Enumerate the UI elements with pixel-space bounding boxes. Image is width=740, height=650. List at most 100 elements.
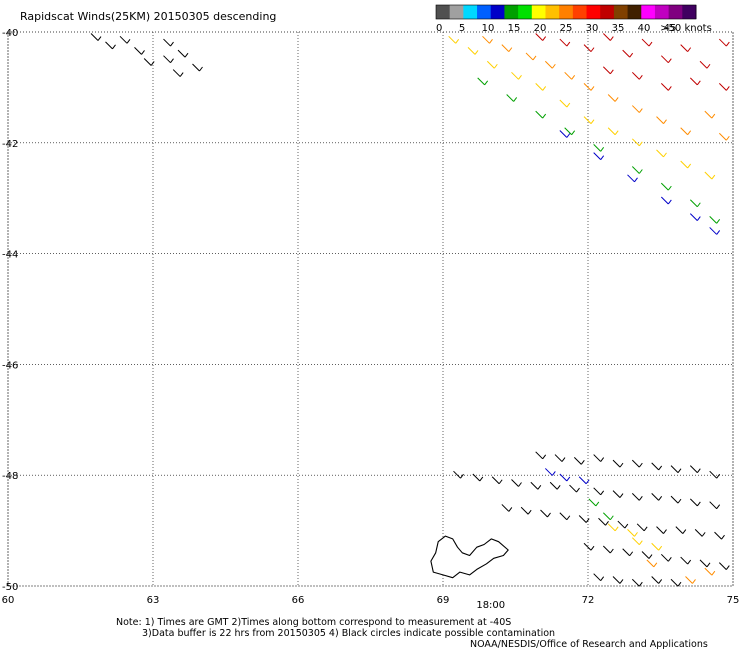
wind-barb [631, 537, 643, 546]
wind-barb [670, 578, 682, 587]
wind-barb [544, 468, 556, 476]
wind-barb [709, 501, 721, 510]
wind-barb [540, 509, 551, 518]
wind-barb [680, 160, 692, 169]
wind-barb [119, 35, 131, 44]
chart-title: Rapidscat Winds(25KM) 20150305 descendin… [20, 10, 276, 23]
wind-barb [689, 498, 701, 507]
wind-barb [627, 529, 638, 537]
legend-tick-label: 20 [534, 23, 547, 34]
legend-swatch [518, 5, 533, 19]
wind-barb [535, 451, 547, 460]
wind-barb [482, 35, 493, 44]
x-tick-label: 60 [2, 595, 15, 606]
wind-barb [699, 559, 711, 568]
wind-barb [578, 515, 590, 523]
wind-barb [680, 556, 692, 565]
wind-barb [689, 213, 701, 221]
plot-frame [7, 31, 734, 587]
legend-tick-label: 25 [560, 23, 573, 34]
wind-barb [656, 116, 667, 124]
wind-barb [578, 476, 590, 485]
wind-barb [593, 573, 605, 582]
wind-barb [530, 481, 542, 490]
wind-barb [699, 60, 711, 69]
wind-barb [602, 545, 614, 554]
wind-barb [192, 63, 203, 72]
legend-swatch [504, 5, 519, 19]
legend-swatch [600, 5, 615, 19]
wind-barb [651, 576, 663, 584]
wind-barb [646, 559, 658, 568]
axis-tick-labels: 60 63 66 69 72 75 -40 -42 -44 -46 -48 -50 [2, 28, 740, 606]
legend-swatch [668, 5, 683, 19]
wind-barb [172, 69, 184, 77]
wind-barb [709, 227, 721, 235]
legend-swatch [463, 5, 478, 19]
legend-tick-label: 35 [612, 23, 625, 34]
wind-barb [593, 487, 605, 496]
x-tick-label: 69 [437, 595, 450, 606]
wind-barb [612, 576, 624, 584]
wind-barb [660, 553, 672, 562]
legend-tick-label: 45 [664, 23, 677, 34]
wind-barb [718, 83, 730, 91]
x-tick-label: 66 [292, 595, 305, 606]
wind-barb [607, 523, 619, 532]
legend-swatch [490, 5, 505, 19]
wind-barb [535, 83, 547, 91]
wind-barb [602, 33, 614, 41]
wind-barb [660, 182, 672, 191]
wind-barb [472, 473, 484, 482]
wind-barb [583, 542, 595, 551]
wind-barb [477, 77, 489, 86]
legend-swatch [586, 5, 601, 19]
wind-barb [520, 506, 532, 515]
wind-barb [651, 462, 663, 471]
legend-swatch [436, 5, 451, 19]
wind-barb [535, 33, 547, 41]
wind-barb [535, 110, 547, 119]
landmass-outline [430, 535, 509, 579]
wind-barb [554, 454, 566, 462]
wind-barb [651, 542, 663, 551]
wind-barb [544, 60, 556, 69]
wind-barb [501, 504, 513, 512]
legend-swatch [477, 5, 492, 19]
wind-barb [593, 454, 605, 462]
wind-barb [641, 38, 653, 47]
x-tick-label: 72 [582, 595, 595, 606]
wind-barb [506, 94, 518, 102]
legend-swatch [627, 5, 642, 19]
wind-barb [607, 127, 619, 136]
wind-barb [704, 567, 716, 576]
wind-barb [593, 143, 605, 152]
wind-barb [598, 517, 609, 526]
wind-barb [636, 523, 648, 532]
wind-barb [501, 44, 513, 52]
wind-barb [559, 99, 571, 108]
time-label: 18:00 [476, 600, 505, 611]
wind-barb [622, 49, 634, 58]
wind-barbs [90, 33, 730, 587]
legend-swatch [572, 5, 588, 19]
wind-barb [709, 216, 721, 224]
wind-barb [660, 196, 672, 205]
wind-barb [573, 456, 585, 465]
wind-barb [680, 44, 692, 52]
wind-barb [583, 44, 595, 52]
legend-swatch [682, 5, 697, 19]
y-tick-label: -50 [2, 582, 18, 593]
speed-legend: 0 5 10 15 20 25 30 35 40 45>50 knots [435, 4, 712, 34]
wind-barb [631, 459, 643, 468]
wind-barb [656, 149, 667, 158]
y-tick-label: -44 [2, 250, 18, 261]
x-tick-label: 63 [147, 595, 160, 606]
wind-barb [549, 481, 561, 490]
wind-barb [631, 578, 643, 587]
wind-barb [660, 55, 672, 64]
wind-barb [627, 174, 638, 183]
wind-barb [641, 551, 653, 559]
wind-barb [612, 490, 624, 498]
wind-barb [689, 199, 701, 208]
